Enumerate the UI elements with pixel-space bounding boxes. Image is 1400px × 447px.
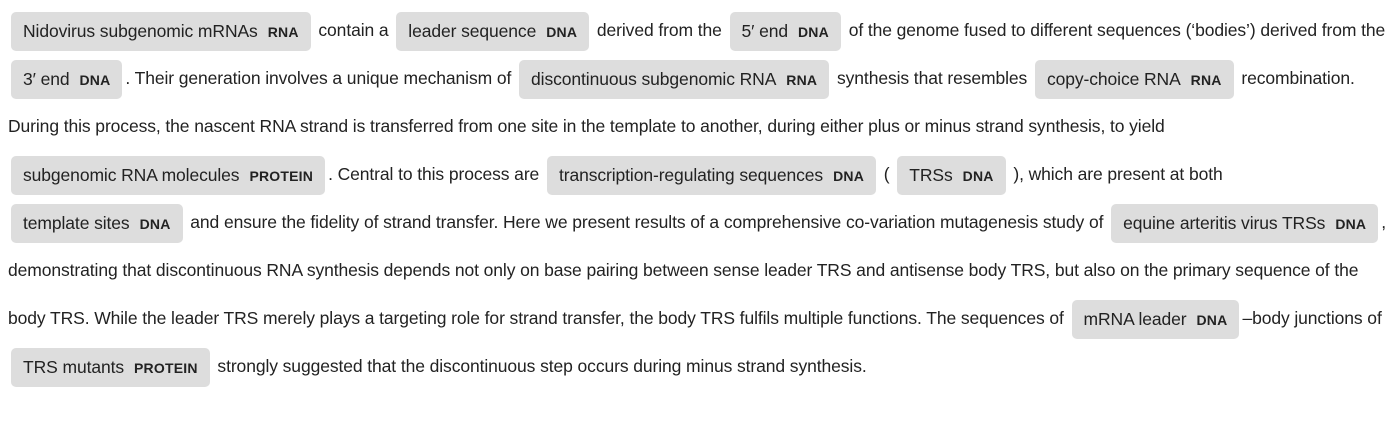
text-span: contain a (313, 20, 394, 40)
entity-label: DNA (139, 215, 171, 232)
entity-text: leader sequence (408, 20, 537, 41)
entity-label: DNA (833, 167, 865, 184)
entity-label: DNA (1335, 215, 1367, 232)
entity-text: equine arteritis virus TRSs (1123, 212, 1326, 233)
entity-text: TRSs (909, 164, 953, 185)
entity-dna[interactable]: equine arteritis virus TRSs DNA (1111, 203, 1379, 243)
text-span: –body junctions of (1242, 308, 1382, 328)
entity-label: DNA (79, 71, 111, 88)
entity-label: DNA (962, 167, 994, 184)
entity-rna[interactable]: discontinuous subgenomic RNA RNA (519, 59, 830, 99)
entity-label: PROTEIN (134, 359, 198, 376)
entity-text: transcription-regulating sequences (558, 164, 824, 185)
entity-text: template sites (23, 212, 130, 233)
entity-text: copy-choice RNA (1046, 68, 1181, 89)
entity-dna[interactable]: transcription-regulating sequences DNA (546, 155, 877, 195)
text-span: synthesis that resembles (832, 68, 1032, 88)
text-span: , demonstrating that discontinuous RNA s… (8, 212, 1387, 328)
annotated-abstract: Nidovirus subgenomic mRNAs RNA contain a … (8, 11, 1387, 387)
text-span: recombination. During this process, the … (8, 68, 1355, 136)
entity-protein[interactable]: TRS mutants PROTEIN (11, 347, 210, 387)
entity-label: RNA (786, 71, 818, 88)
entity-text: 3′ end (23, 68, 70, 89)
entity-label: RNA (1190, 71, 1222, 88)
entity-rna[interactable]: copy-choice RNA RNA (1034, 59, 1234, 99)
entity-rna[interactable]: Nidovirus subgenomic mRNAs RNA (11, 11, 311, 51)
text-span: strongly suggested that the discontinuou… (212, 356, 867, 376)
text-span: ), which are present at both (1008, 164, 1223, 184)
entity-dna[interactable]: template sites DNA (11, 203, 183, 243)
entity-dna[interactable]: mRNA leader DNA (1071, 299, 1240, 339)
entity-label: RNA (267, 23, 299, 40)
entity-dna[interactable]: 3′ end DNA (11, 59, 123, 99)
entity-label: DNA (1196, 311, 1228, 328)
text-span: . Central to this process are (328, 164, 544, 184)
text-span: of the genome fused to different sequenc… (843, 20, 1386, 40)
entity-dna[interactable]: 5′ end DNA (729, 11, 841, 51)
entity-label: DNA (798, 23, 829, 40)
entity-label: PROTEIN (249, 167, 314, 184)
entity-text: 5′ end (741, 20, 789, 41)
entity-protein[interactable]: subgenomic RNA molecules PROTEIN (11, 155, 326, 195)
text-span: ( (879, 164, 895, 184)
text-span: . Their generation involves a unique mec… (125, 68, 517, 88)
entity-text: mRNA leader (1083, 308, 1187, 329)
entity-text: Nidovirus subgenomic mRNAs (23, 20, 258, 41)
entity-dna[interactable]: TRSs DNA (897, 155, 1006, 195)
entity-dna[interactable]: leader sequence DNA (396, 11, 590, 51)
entity-label: DNA (546, 23, 578, 40)
text-span: and ensure the fidelity of strand transf… (185, 212, 1109, 232)
entity-text: subgenomic RNA molecules (23, 164, 240, 185)
entity-text: discontinuous subgenomic RNA (531, 68, 777, 89)
entity-text: TRS mutants (23, 356, 125, 377)
text-span: derived from the (592, 20, 727, 40)
